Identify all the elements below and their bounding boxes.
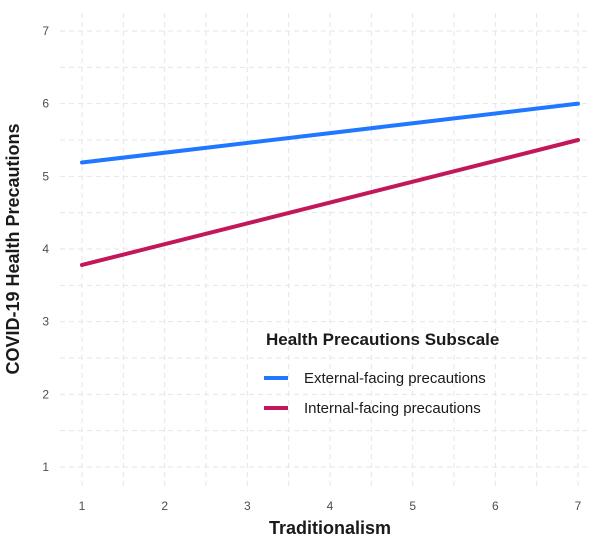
legend-title: Health Precautions Subscale xyxy=(266,330,499,349)
y-tick-label: 3 xyxy=(42,315,49,329)
series-line xyxy=(80,101,580,165)
x-axis-label: Traditionalism xyxy=(269,518,391,538)
grid xyxy=(60,13,588,487)
y-tick-label: 2 xyxy=(42,387,49,401)
legend-item-label: External-facing precautions xyxy=(304,370,486,387)
legend-item-label: Internal-facing precautions xyxy=(304,400,481,417)
x-tick-label: 3 xyxy=(244,499,251,513)
x-tick-label: 1 xyxy=(79,499,86,513)
y-tick-label: 4 xyxy=(42,242,49,256)
x-tick-label: 4 xyxy=(327,499,334,513)
axis-ticks: 1 2 3 4 5 6 7 1 2 3 4 5 6 7 xyxy=(42,24,581,513)
series-lines xyxy=(80,101,580,267)
x-tick-label: 5 xyxy=(409,499,416,513)
y-axis-label: COVID-19 Health Precautions xyxy=(3,123,23,374)
x-tick-label: 2 xyxy=(161,499,168,513)
y-tick-label: 6 xyxy=(42,97,49,111)
y-tick-label: 1 xyxy=(42,460,49,474)
series-line xyxy=(80,138,580,267)
legend-items: External-facing precautions Internal-faci… xyxy=(264,370,486,417)
x-tick-label: 7 xyxy=(575,499,582,513)
y-tick-label: 5 xyxy=(42,169,49,183)
y-tick-label: 7 xyxy=(42,24,49,38)
x-tick-label: 6 xyxy=(492,499,499,513)
legend: Health Precautions Subscale External-fac… xyxy=(264,330,499,417)
